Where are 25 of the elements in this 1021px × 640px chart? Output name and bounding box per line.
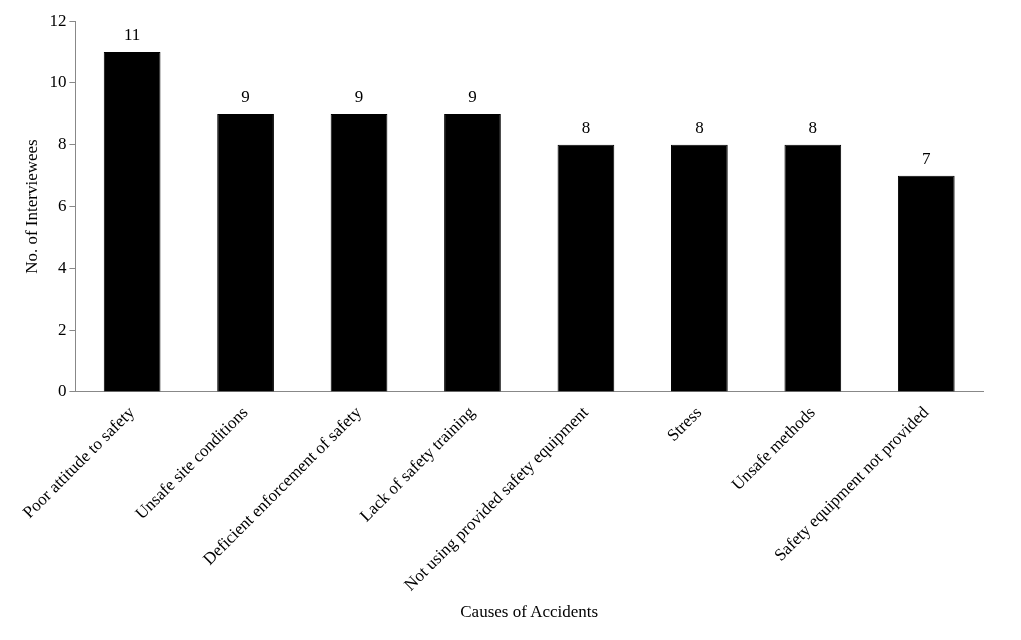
y-tick-label: 10 [49,72,67,92]
data-label: 8 [581,117,591,137]
bar [330,113,388,392]
bar [671,144,728,392]
y-tick-label: 2 [57,319,67,339]
x-axis-title: Causes of Accidents [460,602,599,622]
bar [444,113,501,392]
y-tick-label: 8 [57,134,67,154]
bar [103,52,161,392]
bar [897,175,955,392]
bar [217,113,274,392]
y-tick-label: 6 [57,196,67,216]
data-label: 7 [922,148,932,168]
data-label: 9 [354,86,364,106]
data-label: 11 [123,25,141,45]
data-label: 9 [468,86,477,106]
y-axis-title: No. of Interviewees [21,139,41,274]
data-label: 9 [241,86,250,106]
data-label: 8 [695,117,704,137]
data-label: 8 [808,117,818,137]
y-tick-label: 4 [57,257,67,277]
bar [784,144,842,392]
y-tick-label: 0 [57,381,67,401]
y-tick-label: 12 [49,10,67,30]
bar [557,144,615,392]
